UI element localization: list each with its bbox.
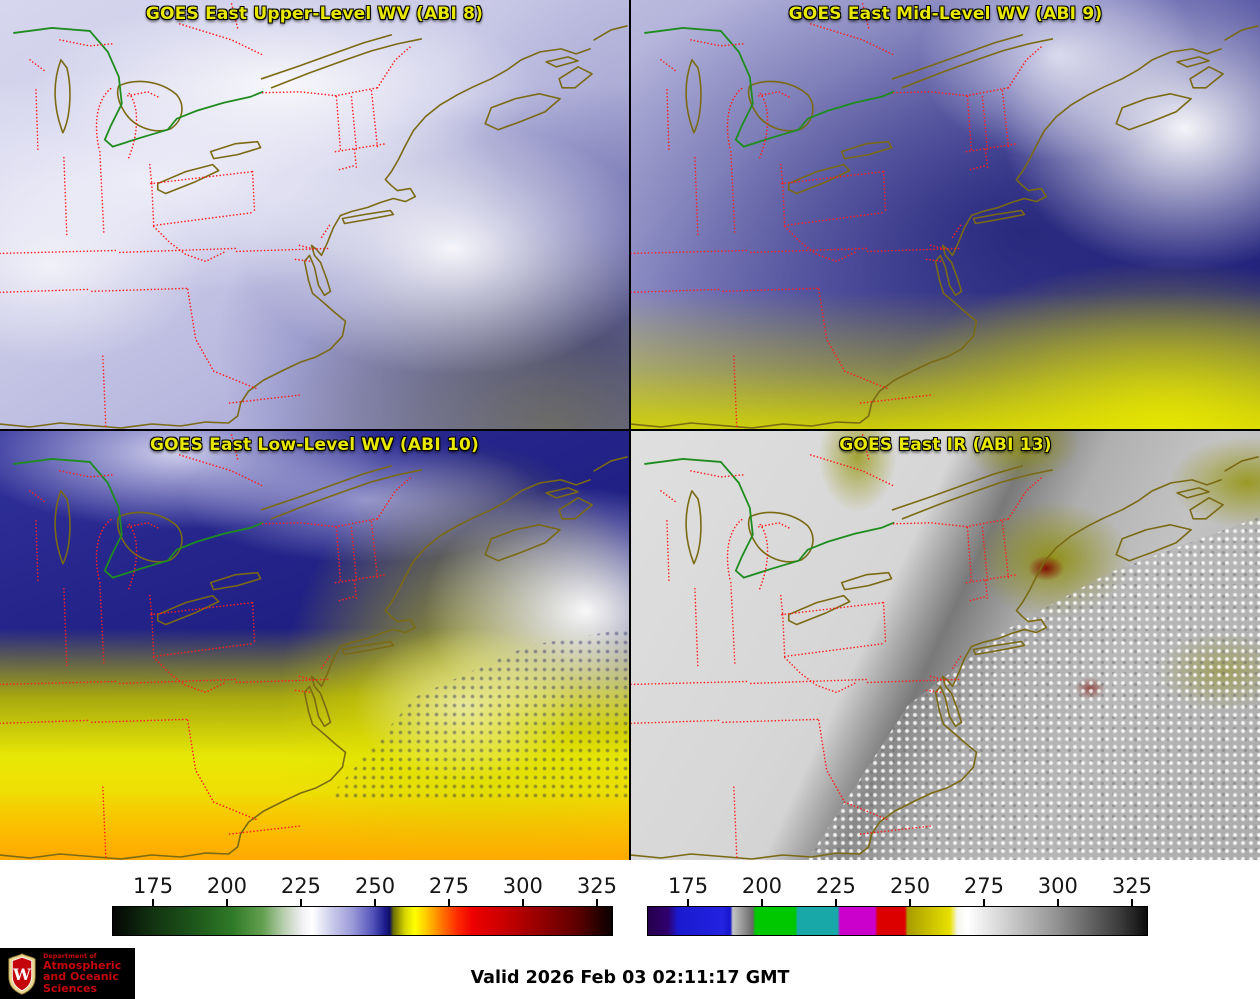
tick-label: 175 bbox=[668, 874, 709, 898]
colorbar-ir: 175 200 225 250 275 300 325 bbox=[647, 874, 1152, 936]
imagery-grid: GOES East Upper-Level WV (ABI 8) GOES Ea… bbox=[0, 0, 1260, 860]
tick-label: 300 bbox=[1037, 874, 1078, 898]
panel-mid-level-wv: GOES East Mid-Level WV (ABI 9) bbox=[631, 0, 1260, 429]
uw-crest-icon: W bbox=[8, 952, 36, 995]
colorbar-wv-ticks: 175 200 225 250 275 300 325 bbox=[112, 874, 617, 906]
colorbar-ir-ticks: 175 200 225 250 275 300 325 bbox=[647, 874, 1152, 906]
tick-label: 175 bbox=[133, 874, 174, 898]
tick-label: 225 bbox=[815, 874, 856, 898]
panel-title: GOES East IR (ABI 13) bbox=[839, 435, 1052, 455]
svg-text:W: W bbox=[12, 965, 32, 984]
colorbar-ir-gradient bbox=[647, 906, 1148, 936]
tick-label: 275 bbox=[428, 874, 469, 898]
logo-oceanic-line: and Oceanic Sciences bbox=[43, 970, 119, 995]
tick-label: 275 bbox=[963, 874, 1004, 898]
panel-title: GOES East Mid-Level WV (ABI 9) bbox=[788, 4, 1103, 24]
basemap-overlay bbox=[0, 3, 628, 429]
tick-label: 250 bbox=[889, 874, 931, 898]
basemap-overlay bbox=[631, 434, 1259, 860]
tick-label: 200 bbox=[206, 874, 248, 898]
panel-upper-level-wv: GOES East Upper-Level WV (ABI 8) bbox=[0, 0, 629, 429]
valid-timestamp: Valid 2026 Feb 03 02:11:17 GMT bbox=[470, 968, 790, 988]
tick-label: 225 bbox=[280, 874, 321, 898]
tick-label: 300 bbox=[502, 874, 543, 898]
uw-aos-logo: W Department of Atmospheric and Oceanic … bbox=[0, 948, 135, 999]
logo-atmospheric-line: Atmospheric bbox=[43, 958, 122, 972]
panel-low-level-wv: GOES East Low-Level WV (ABI 10) bbox=[0, 431, 629, 860]
panel-title: GOES East Upper-Level WV (ABI 8) bbox=[145, 4, 484, 24]
tick-label: 200 bbox=[741, 874, 783, 898]
panel-title: GOES East Low-Level WV (ABI 10) bbox=[149, 435, 479, 455]
tick-label: 325 bbox=[1111, 874, 1152, 898]
basemap-overlay bbox=[631, 3, 1259, 429]
logo-dept-line: Department of bbox=[43, 951, 97, 960]
tick-label: 325 bbox=[576, 874, 617, 898]
colorbar-wv-gradient bbox=[112, 906, 613, 936]
colorbar-water-vapor: 175 200 225 250 275 300 325 bbox=[112, 874, 617, 936]
panel-ir: GOES East IR (ABI 13) bbox=[631, 431, 1260, 860]
footer: 175 200 225 250 275 300 325 175 200 225 … bbox=[0, 860, 1260, 999]
tick-label: 250 bbox=[354, 874, 396, 898]
basemap-overlay bbox=[0, 434, 628, 860]
